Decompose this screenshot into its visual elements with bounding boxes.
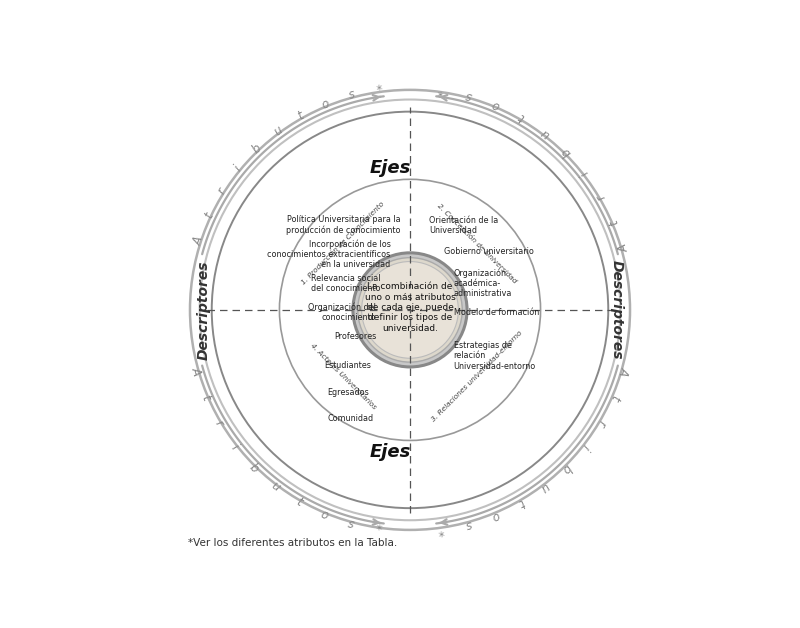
Text: Política Universitaria para la
producción de conocimiento: Política Universitaria para la producció… bbox=[286, 215, 400, 236]
Text: b: b bbox=[246, 461, 261, 475]
Text: A: A bbox=[617, 243, 631, 254]
Text: Ejes: Ejes bbox=[370, 159, 411, 177]
Text: t: t bbox=[607, 393, 621, 403]
Text: i: i bbox=[229, 441, 241, 452]
Text: i: i bbox=[579, 441, 591, 452]
Circle shape bbox=[358, 257, 462, 362]
Text: A: A bbox=[191, 236, 206, 247]
Text: s: s bbox=[347, 88, 357, 102]
Text: Descriptores: Descriptores bbox=[196, 260, 210, 360]
Text: 3. Relaciones universidad-entorno: 3. Relaciones universidad-entorno bbox=[430, 330, 523, 423]
Text: u: u bbox=[538, 126, 552, 141]
Text: u: u bbox=[268, 479, 282, 494]
Text: Ejes: Ejes bbox=[370, 443, 411, 461]
Text: t: t bbox=[516, 111, 526, 124]
Text: o: o bbox=[318, 508, 330, 522]
Text: b: b bbox=[559, 461, 574, 475]
Text: 4. Actores Universitarios: 4. Actores Universitarios bbox=[310, 343, 378, 411]
Text: s: s bbox=[464, 89, 474, 102]
Text: r: r bbox=[594, 418, 608, 429]
Circle shape bbox=[353, 253, 467, 367]
Text: t: t bbox=[199, 393, 213, 403]
Text: s: s bbox=[464, 517, 474, 531]
Text: A: A bbox=[617, 365, 631, 377]
Text: Organización del
conocimiento: Organización del conocimiento bbox=[308, 302, 376, 322]
Text: A: A bbox=[189, 365, 203, 377]
Text: *: * bbox=[375, 83, 383, 97]
Text: t: t bbox=[607, 217, 621, 227]
Text: 1. Producción de Conocimiento: 1. Producción de Conocimiento bbox=[301, 201, 386, 286]
Text: Estudiantes: Estudiantes bbox=[325, 361, 371, 370]
Text: Relevancia social
del conocimiento: Relevancia social del conocimiento bbox=[311, 274, 381, 293]
Text: Incorporación de los
conocimientos extracientíficos
en la universidad: Incorporación de los conocimientos extra… bbox=[267, 239, 390, 269]
Circle shape bbox=[362, 261, 458, 358]
Text: t: t bbox=[202, 210, 215, 220]
Text: Comunidad: Comunidad bbox=[328, 414, 374, 423]
Text: Profesores: Profesores bbox=[334, 332, 376, 341]
Text: o: o bbox=[320, 97, 332, 111]
Text: b: b bbox=[250, 141, 264, 156]
Text: u: u bbox=[538, 479, 552, 494]
Text: 2. Concepción de Universidad: 2. Concepción de Universidad bbox=[435, 202, 518, 284]
Text: o: o bbox=[490, 97, 502, 112]
Text: r: r bbox=[215, 186, 229, 197]
Text: *: * bbox=[437, 83, 445, 97]
Text: t: t bbox=[296, 109, 306, 122]
Text: La combinación de
uno o más atributos
de cada eje, puede
definir los tipos de
un: La combinación de uno o más atributos de… bbox=[365, 282, 455, 333]
Text: b: b bbox=[559, 144, 574, 159]
Text: r: r bbox=[594, 191, 608, 202]
Text: Modelo de formación: Modelo de formación bbox=[454, 308, 538, 317]
Text: i: i bbox=[579, 168, 591, 178]
Text: t: t bbox=[294, 495, 304, 509]
Text: t: t bbox=[516, 495, 526, 509]
Text: Gobierno universitario: Gobierno universitario bbox=[444, 247, 534, 256]
Text: Orientación de la
Universidad: Orientación de la Universidad bbox=[430, 215, 498, 235]
Text: Descriptores: Descriptores bbox=[610, 260, 624, 360]
Text: s: s bbox=[346, 517, 356, 531]
Text: o: o bbox=[490, 508, 502, 522]
Text: *: * bbox=[375, 523, 383, 537]
Text: u: u bbox=[271, 124, 285, 138]
Text: Estrategias de
relación
Universidad-entorno: Estrategias de relación Universidad-ento… bbox=[454, 341, 536, 371]
Text: *Ver los diferentes atributos en la Tabla.: *Ver los diferentes atributos en la Tabl… bbox=[187, 538, 397, 548]
Text: *: * bbox=[437, 523, 445, 537]
Text: r: r bbox=[212, 418, 226, 429]
Text: i: i bbox=[232, 163, 244, 175]
Text: Organización
académica-
administrativa: Organización académica- administrativa bbox=[454, 268, 512, 298]
Text: Egresados: Egresados bbox=[327, 387, 369, 397]
